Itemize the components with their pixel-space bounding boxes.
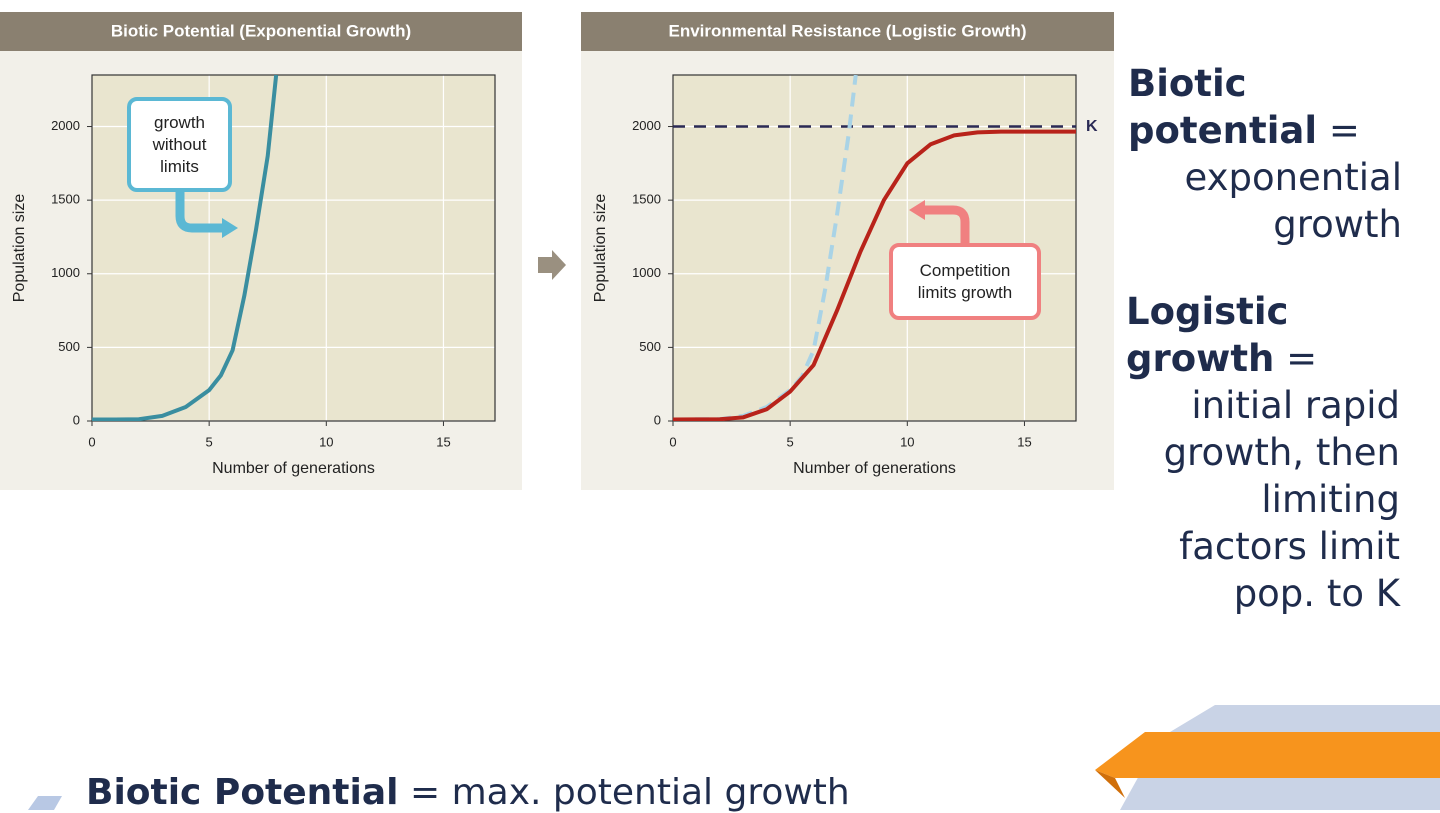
- x-axis-label: Number of generations: [212, 460, 375, 477]
- callout-arrow: [925, 205, 970, 243]
- bullet-term: Biotic Potential: [86, 772, 399, 813]
- bullet-marker: [28, 796, 62, 810]
- callout: Competition limits growth: [889, 243, 1041, 320]
- series-line: [673, 129, 1076, 421]
- note: Biotic potential = exponential growth: [1128, 60, 1402, 248]
- note-term: Biotic potential: [1128, 62, 1318, 152]
- equals: =: [409, 772, 441, 813]
- y-tick-label: 0: [654, 412, 661, 427]
- y-axis-label: Population size: [11, 194, 28, 303]
- panel-header: [581, 12, 1114, 51]
- panel-header: [0, 12, 522, 51]
- x-tick-label: 5: [206, 434, 213, 449]
- plot-frame: [91, 74, 496, 422]
- x-tick-label: 10: [319, 434, 333, 449]
- y-tick-label: 0: [73, 412, 80, 427]
- note-term: Logistic growth: [1126, 290, 1289, 380]
- note-definition: initial rapid growth, then limiting fact…: [1163, 384, 1400, 615]
- callout-arrowhead: [909, 200, 925, 220]
- callout: growth without limits: [127, 97, 232, 192]
- y-tick-label: 500: [639, 339, 661, 354]
- transition-arrow: [538, 250, 566, 280]
- y-tick-label: 2000: [632, 118, 661, 133]
- series-line: [92, 75, 279, 421]
- x-tick-label: 10: [900, 434, 914, 449]
- decoration: [1095, 770, 1125, 798]
- y-tick-label: 500: [58, 339, 80, 354]
- y-tick-label: 1000: [632, 265, 661, 280]
- bullet: Biotic Potential = max. potential growth: [86, 772, 850, 813]
- x-tick-label: 5: [787, 434, 794, 449]
- plot-frame: [672, 74, 1077, 422]
- y-tick-label: 1000: [51, 265, 80, 280]
- x-tick-label: 15: [1017, 434, 1031, 449]
- x-tick-label: 0: [88, 434, 95, 449]
- y-tick-label: 2000: [51, 118, 80, 133]
- decoration: [1095, 732, 1440, 778]
- chart-title: Biotic Potential (Exponential Growth): [111, 21, 411, 40]
- x-tick-label: 0: [669, 434, 676, 449]
- y-axis-label: Population size: [592, 194, 609, 303]
- reference-label: K: [1086, 118, 1098, 135]
- note: Logistic growth = initial rapid growth, t…: [1126, 288, 1400, 617]
- x-axis-label: Number of generations: [793, 460, 956, 477]
- bullet-definition: max. potential growth: [451, 772, 850, 813]
- callout-arrow: [175, 192, 222, 233]
- callout-arrowhead: [222, 218, 238, 238]
- y-tick-label: 1500: [632, 192, 661, 207]
- note-definition: exponential growth: [1184, 156, 1402, 246]
- chart-title: Environmental Resistance (Logistic Growt…: [668, 21, 1026, 40]
- x-tick-label: 15: [436, 434, 450, 449]
- y-tick-label: 1500: [51, 192, 80, 207]
- equals: =: [1328, 109, 1360, 152]
- equals: =: [1286, 337, 1318, 380]
